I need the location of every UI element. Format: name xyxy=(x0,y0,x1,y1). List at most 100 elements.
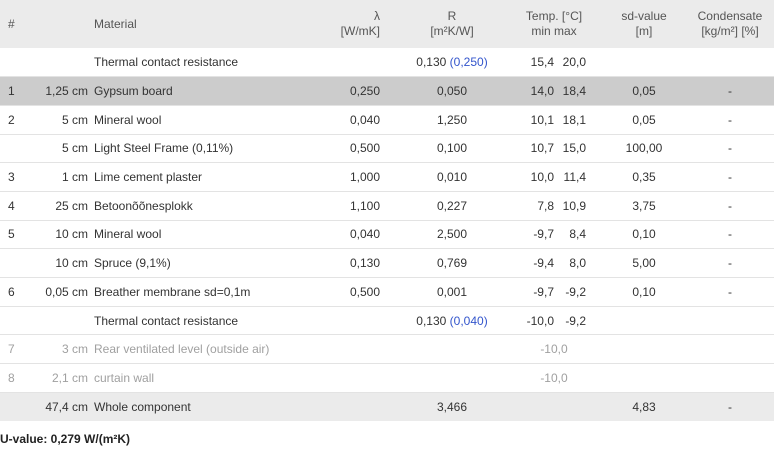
r-value: 0,769 xyxy=(436,256,468,271)
temperature-range: -10,0 -9,2 xyxy=(509,314,599,328)
header-lambda: λ [W/mK] xyxy=(318,0,398,48)
layer-number: 6 xyxy=(8,284,15,299)
header-r: R [m²K/W] xyxy=(398,0,506,48)
header-sd: sd-value [m] xyxy=(602,0,686,48)
temperature-min: 14,0 xyxy=(530,84,554,99)
layer-condensate: - xyxy=(728,256,732,271)
layer-lambda: 0,040 xyxy=(349,227,380,242)
layer-sd-value: 0,10 xyxy=(632,284,656,299)
layer-sd-value xyxy=(602,306,686,335)
layer-lambda: 1,000 xyxy=(349,170,380,185)
table-row: 2 5 cm Mineral wool 0,040 1,250 10,1 18,1 0,05 - xyxy=(0,105,774,135)
temperature-range: 14,0 18,4 xyxy=(509,84,599,98)
layer-r-value: 0,227 xyxy=(398,191,506,220)
layer-lambda: 0,130 xyxy=(349,256,380,271)
layer-r-value xyxy=(398,364,506,393)
layer-condensate: - xyxy=(728,284,732,299)
layer-sd-value xyxy=(602,335,686,364)
layer-r-value: 0,050 xyxy=(398,77,506,106)
layer-condensate: - xyxy=(728,84,732,99)
r-value: 1,250 xyxy=(436,112,468,127)
layer-thickness xyxy=(28,48,92,77)
header-thickness xyxy=(28,0,92,48)
layer-number xyxy=(0,392,28,421)
layer-lambda xyxy=(318,364,398,393)
layer-r-value: 0,100 xyxy=(398,134,506,163)
layer-temperature: -9,4 8,0 xyxy=(506,249,602,278)
layer-temperature: 10,7 15,0 xyxy=(506,134,602,163)
layer-condensate xyxy=(686,364,774,393)
temperature-range: 15,4 20,0 xyxy=(509,55,599,69)
layer-temperature: 14,0 18,4 xyxy=(506,77,602,106)
layer-temperature xyxy=(506,392,602,421)
layer-thickness xyxy=(28,306,92,335)
layer-material: Thermal contact resistance xyxy=(94,55,239,70)
layer-temperature: -10,0 -9,2 xyxy=(506,306,602,335)
layer-sd-value: 100,00 xyxy=(625,141,663,156)
temperature-max: -9,2 xyxy=(565,284,586,299)
temperature-max: 18,4 xyxy=(562,84,586,99)
temperature-min: 15,4 xyxy=(530,55,554,70)
header-sd-unit: [m] xyxy=(635,24,653,38)
temperature-range: 10,1 18,1 xyxy=(509,113,599,127)
layer-table: # Material λ [W/mK] R [m²K/W] Temp. [°C] mi… xyxy=(0,0,774,421)
temperature-range: 10,7 15,0 xyxy=(509,141,599,155)
r-value-extra: (0,040) xyxy=(449,313,488,328)
layer-sd-value: 5,00 xyxy=(632,256,656,271)
layer-number xyxy=(0,134,28,163)
temperature-max: 11,4 xyxy=(563,170,586,185)
layer-material: Breather membrane sd=0,1m xyxy=(94,284,251,299)
temperature-single: -10,0 xyxy=(540,370,568,385)
layer-condensate: - xyxy=(728,170,732,185)
r-value: 2,500 xyxy=(436,227,468,242)
layer-r-value: 2,500 xyxy=(398,220,506,249)
layer-temperature: 10,1 18,1 xyxy=(506,105,602,134)
r-value: 0,010 xyxy=(436,170,468,185)
layer-r-value: 0,001 xyxy=(398,278,506,307)
temperature-range: -9,7 -9,2 xyxy=(509,285,599,299)
layer-condensate xyxy=(686,335,774,364)
temperature-max: -9,2 xyxy=(565,313,586,328)
layer-condensate: - xyxy=(728,198,732,213)
temperature-single: -10,0 xyxy=(540,342,568,357)
layer-temperature: 7,8 10,9 xyxy=(506,191,602,220)
layer-r-value: 0,130 (0,250) xyxy=(398,48,506,77)
layer-number xyxy=(0,48,28,77)
layer-thickness: 2,1 cm xyxy=(51,370,88,385)
layer-number xyxy=(0,249,28,278)
layer-table-body: Thermal contact resistance 0,130 (0,250) 1… xyxy=(0,48,774,421)
temperature-min: 10,1 xyxy=(530,112,554,127)
header-condensate-unit: [kg/m²] [%] xyxy=(701,24,759,38)
layer-thickness: 10 cm xyxy=(55,256,88,271)
layer-number: 8 xyxy=(8,370,15,385)
layer-lambda: 1,100 xyxy=(349,198,380,213)
layer-sd-value: 4,83 xyxy=(632,399,656,414)
header-sd-title: sd-value xyxy=(621,9,667,23)
layer-temperature: 15,4 20,0 xyxy=(506,48,602,77)
layer-material: Thermal contact resistance xyxy=(94,313,239,328)
r-value-extra: (0,250) xyxy=(449,55,488,70)
layer-lambda xyxy=(318,392,398,421)
r-value: 0,100 xyxy=(436,141,468,156)
layer-lambda xyxy=(318,48,398,77)
layer-material: Mineral wool xyxy=(94,227,162,242)
layer-r-value: 0,130 (0,040) xyxy=(398,306,506,335)
layer-condensate: - xyxy=(728,112,732,127)
layer-thickness: 47,4 cm xyxy=(45,399,88,414)
layer-thickness: 1,25 cm xyxy=(45,84,88,99)
layer-sd-value: 0,35 xyxy=(632,170,656,185)
layer-condensate xyxy=(686,48,774,77)
table-row: 5 cm Light Steel Frame (0,11%) 0,500 0,100 1… xyxy=(0,134,774,163)
layer-thickness: 0,05 cm xyxy=(45,284,88,299)
r-value: 0,130 xyxy=(416,313,447,328)
header-lambda-unit: [W/mK] xyxy=(340,24,380,38)
table-row: Thermal contact resistance 0,130 (0,040) -… xyxy=(0,306,774,335)
temperature-range: -9,4 8,0 xyxy=(509,256,599,270)
layer-material: curtain wall xyxy=(94,370,155,385)
temperature-range: -10,0 xyxy=(509,371,599,385)
temperature-max: 20,0 xyxy=(562,55,586,70)
r-value: 0,050 xyxy=(436,84,468,99)
layer-thickness: 1 cm xyxy=(61,170,88,185)
r-value: 0,130 xyxy=(416,55,447,70)
layer-material: Light Steel Frame (0,11%) xyxy=(94,141,234,156)
